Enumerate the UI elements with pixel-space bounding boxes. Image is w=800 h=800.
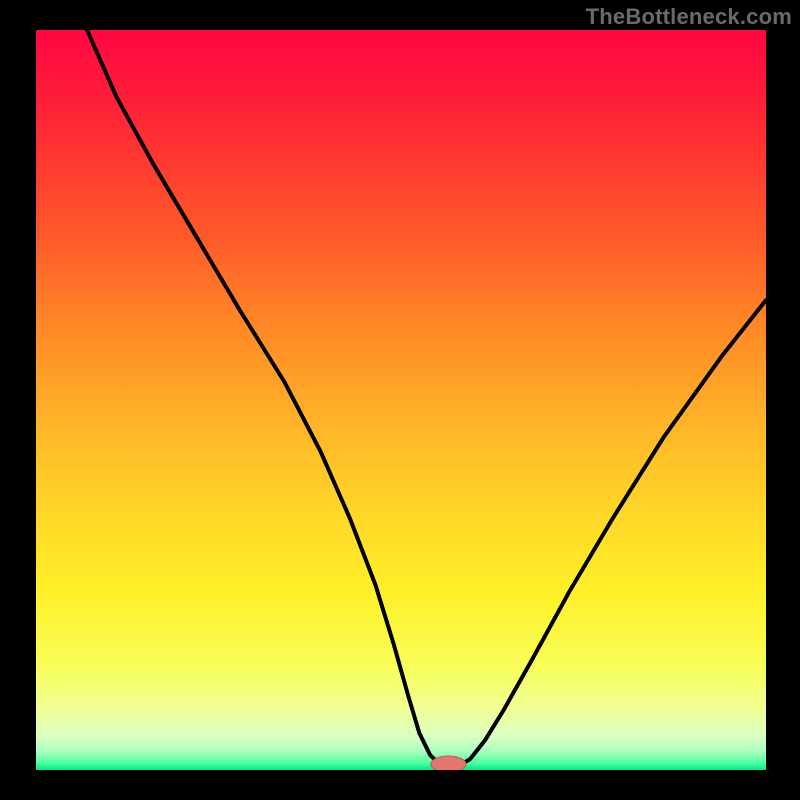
- plot-area: [36, 30, 766, 770]
- gradient-background: [36, 30, 766, 770]
- chart-frame: TheBottleneck.com: [0, 0, 800, 800]
- optimum-marker: [431, 756, 466, 770]
- plot-svg: [36, 30, 766, 770]
- watermark-text: TheBottleneck.com: [586, 4, 792, 30]
